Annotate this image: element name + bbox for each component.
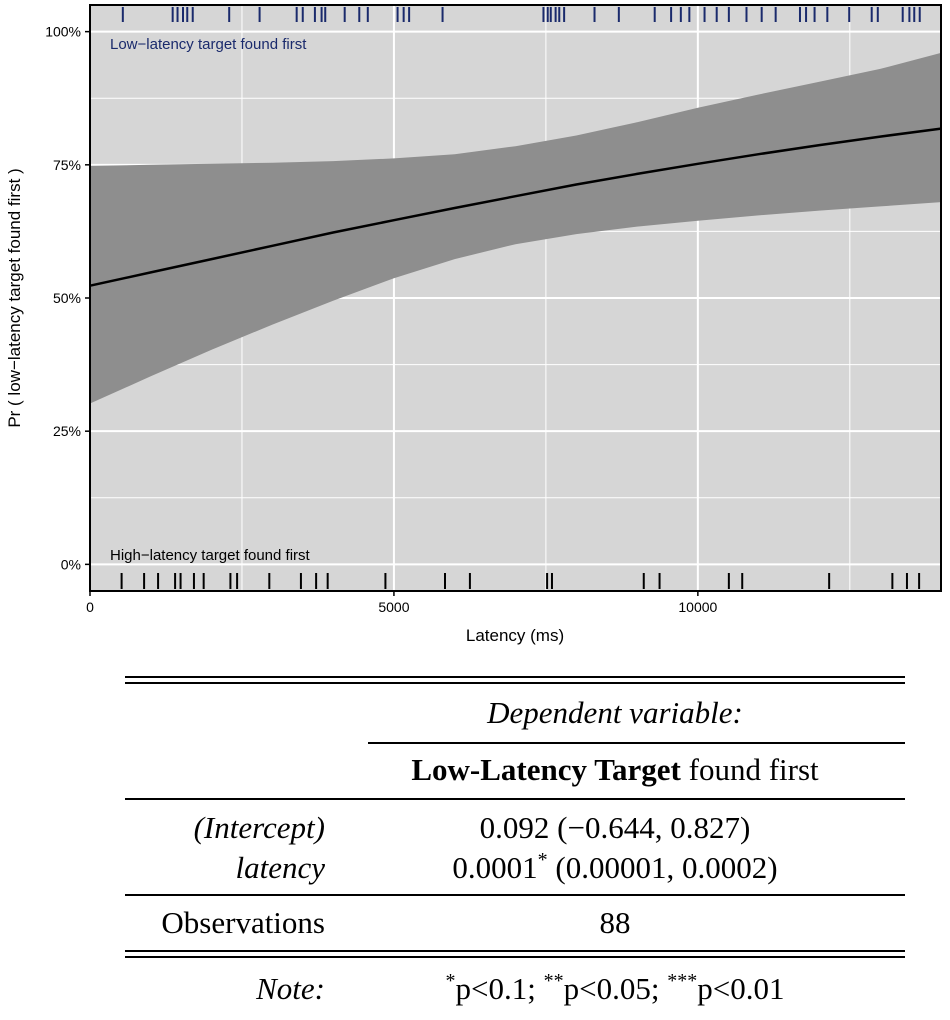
dv-header-row: Dependent variable: [125,684,905,742]
x-tick-label: 5000 [378,599,409,615]
coef-value-latency: 0.0001* (0.00001, 0.0002) [325,850,905,886]
dv-name-bold: Low-Latency Target [411,752,681,787]
coef-bottom-rule [125,894,905,896]
coef-latency-main: 0.0001 [452,850,538,885]
x-tick-label: 0 [86,599,94,615]
dv-header: Dependent variable: [487,695,743,730]
note-text-3: p<0.01 [697,971,785,1006]
coef-label-latency: latency [235,850,325,885]
rug-bottom-label: High−latency target found first [110,547,311,564]
note-label: Note: [256,971,325,1006]
dv-name-rest: found first [680,752,819,787]
y-axis-title: Pr ( low−latency target found first ) [5,168,24,427]
note-sig-1: * [445,970,456,992]
dv-name: Low-Latency Target found first [325,752,905,788]
note-text: *p<0.1; **p<0.05; ***p<0.01 [325,971,905,1007]
y-tick-label: 0% [61,556,81,572]
rug-top [121,7,921,22]
rug-top-label: Low−latency target found first [110,36,307,53]
coef-label-intercept: (Intercept) [193,810,325,845]
y-tick-label: 50% [53,290,81,306]
x-axis-title: Latency (ms) [466,626,564,645]
coef-row-intercept: (Intercept) 0.092 (−0.644, 0.827) [125,808,905,848]
coef-latency-sig: * [537,849,548,871]
dv-name-row: Low-Latency Target found first [125,744,905,796]
observations-label: Observations [161,905,325,940]
x-tick-label: 10000 [678,599,717,615]
dv-header-rule [368,742,905,744]
table-bottom-rule [125,950,905,958]
coef-row-latency: latency 0.0001* (0.00001, 0.0002) [125,848,905,888]
header-bottom-rule [125,798,905,800]
x-axis: 0 5000 10000 [86,591,718,615]
note-sig-2: ** [543,970,564,992]
y-tick-label: 100% [45,24,81,40]
y-tick-label: 25% [53,423,81,439]
coef-value-intercept: 0.092 (−0.644, 0.827) [479,810,751,845]
logistic-regression-chart: Low−latency target found first High−late… [5,4,942,645]
note-text-2: p<0.05; [563,971,668,1006]
coef-latency-ci: (0.00001, 0.0002) [547,850,778,885]
note-sig-3: *** [667,970,698,992]
observations-value: 88 [599,905,631,940]
table-top-rule [125,676,905,684]
regression-table: Dependent variable: Low-Latency Target f… [125,676,905,1020]
fitted-line [89,127,942,287]
note-text-1: p<0.1; [455,971,544,1006]
y-axis: 0% 25% 50% 75% 100% [45,24,90,572]
note-row: Note: *p<0.1; **p<0.05; ***p<0.01 [125,958,905,1020]
confidence-ribbon [90,52,941,404]
y-tick-label: 75% [53,157,81,173]
rug-bottom [120,573,921,589]
observations-row: Observations 88 [125,896,905,950]
